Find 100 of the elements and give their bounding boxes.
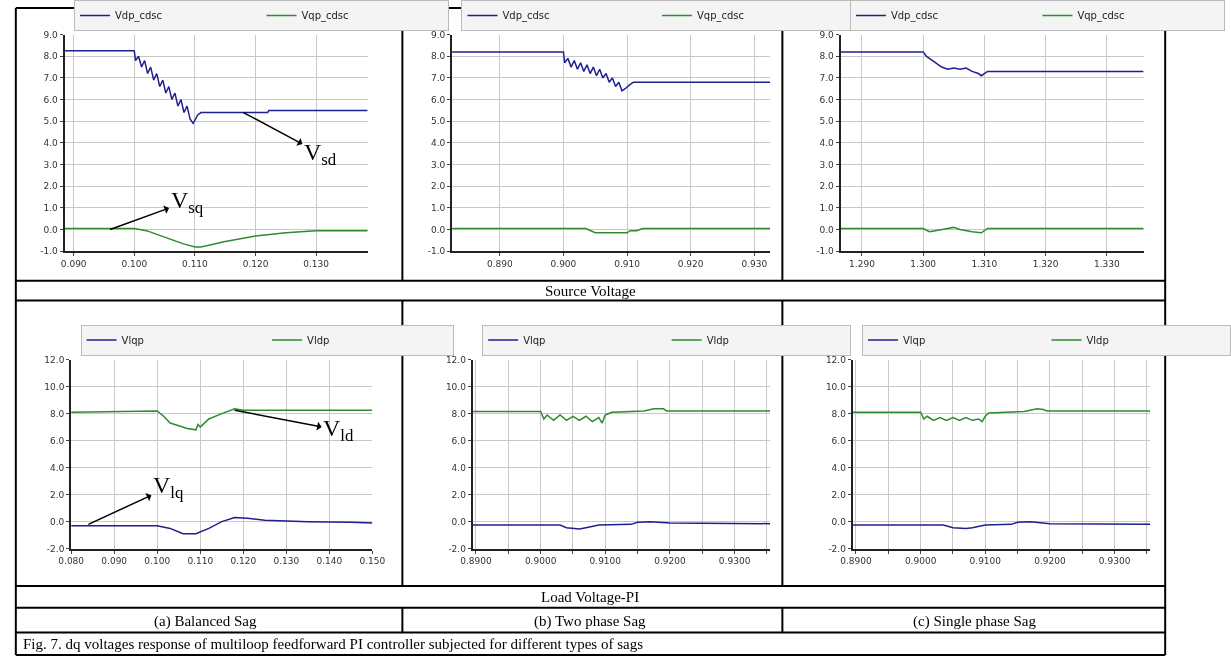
y-tick-label: 12.0 bbox=[44, 354, 65, 365]
y-tick-label: 8.0 bbox=[831, 408, 847, 419]
y-tick-label: 1.0 bbox=[43, 203, 59, 214]
y-tick-label: 5.0 bbox=[430, 116, 446, 127]
x-tick-label: 0.080 bbox=[58, 556, 85, 567]
y-tick-label: 1.0 bbox=[819, 203, 835, 214]
y-tick-label: 6.0 bbox=[43, 94, 59, 105]
x-axis-title: (a) Balanced Sag bbox=[154, 613, 257, 630]
line-series bbox=[452, 51, 771, 92]
y-tick-label: 3.0 bbox=[430, 159, 446, 170]
x-axis-title: (c) Single phase Sag bbox=[913, 613, 1037, 630]
x-tick-label: 0.8900 bbox=[840, 556, 872, 567]
legend-label: Vldp bbox=[706, 335, 729, 347]
y-tick-label: -2.0 bbox=[448, 543, 467, 554]
x-tick-label: 0.100 bbox=[121, 259, 148, 270]
x-tick-label: 0.9200 bbox=[1034, 556, 1066, 567]
x-tick-label: 1.330 bbox=[1093, 259, 1121, 270]
legend-label: Vdp_cdsc bbox=[114, 10, 163, 23]
x-axis-title: (b) Two phase Sag bbox=[534, 613, 647, 630]
x-tick-label: 1.320 bbox=[1032, 259, 1059, 270]
x-tick-label: 1.300 bbox=[910, 259, 937, 270]
line-series bbox=[852, 408, 1151, 423]
legend-label: Vlqp bbox=[903, 335, 926, 347]
y-tick-label: 4.0 bbox=[831, 462, 847, 473]
y-tick-label: 6.0 bbox=[831, 435, 847, 446]
x-tick-label: 0.120 bbox=[230, 556, 257, 567]
x-tick-label: 0.900 bbox=[550, 259, 577, 270]
y-tick-label: 7.0 bbox=[819, 73, 835, 84]
x-tick-label: 0.890 bbox=[486, 259, 513, 270]
y-tick-label: 3.0 bbox=[819, 159, 835, 170]
x-tick-label: 0.130 bbox=[273, 556, 300, 567]
y-tick-label: 0.0 bbox=[451, 516, 467, 527]
annotation: V$_{lq}$ bbox=[153, 472, 185, 503]
y-tick-label: 8.0 bbox=[50, 408, 65, 419]
y-tick-label: 7.0 bbox=[430, 73, 446, 84]
y-tick-label: -1.0 bbox=[40, 246, 59, 257]
y-tick-label: 5.0 bbox=[819, 116, 835, 127]
y-tick-label: -2.0 bbox=[828, 543, 847, 554]
x-tick-label: 0.910 bbox=[614, 259, 641, 270]
source-note: Source Voltage bbox=[545, 283, 637, 299]
annotation: V$_{sd}$ bbox=[304, 139, 337, 170]
y-tick-label: 12.0 bbox=[445, 354, 467, 365]
x-tick-label: 0.100 bbox=[144, 556, 171, 567]
x-tick-label: 0.110 bbox=[182, 259, 209, 270]
y-tick-label: 6.0 bbox=[430, 94, 446, 105]
y-tick-label: 8.0 bbox=[430, 51, 446, 62]
legend-label: Vlqp bbox=[121, 335, 144, 347]
x-tick-label: 0.9100 bbox=[969, 556, 1002, 567]
y-tick-label: 10.0 bbox=[825, 381, 847, 392]
x-tick-label: 0.930 bbox=[741, 259, 768, 270]
y-tick-label: 8.0 bbox=[43, 51, 59, 62]
y-tick-label: 2.0 bbox=[43, 181, 59, 192]
y-tick-label: -1.0 bbox=[427, 246, 446, 257]
y-tick-label: -1.0 bbox=[816, 246, 835, 257]
x-tick-label: 0.920 bbox=[677, 259, 704, 270]
y-tick-label: 6.0 bbox=[50, 435, 65, 446]
x-tick-label: 1.290 bbox=[849, 259, 876, 270]
x-tick-label: 0.130 bbox=[303, 259, 330, 270]
y-tick-label: 8.0 bbox=[819, 51, 835, 62]
line-series bbox=[64, 227, 368, 248]
y-tick-label: 1.0 bbox=[430, 203, 446, 214]
annotation: V$_{sq}$ bbox=[171, 187, 204, 218]
y-tick-label: 0.0 bbox=[430, 224, 446, 235]
text: Load Voltage-PI bbox=[541, 589, 640, 605]
y-tick-label: 2.0 bbox=[831, 489, 847, 500]
y-tick-label: 9.0 bbox=[819, 29, 835, 40]
y-tick-label: 10.0 bbox=[44, 381, 65, 392]
y-tick-label: 2.0 bbox=[819, 181, 835, 192]
y-tick-label: 6.0 bbox=[451, 435, 467, 446]
x-tick-label: 0.9000 bbox=[904, 556, 937, 567]
y-tick-label: -2.0 bbox=[46, 543, 65, 554]
x-tick-label: 0.9300 bbox=[718, 556, 751, 567]
y-tick-label: 0.0 bbox=[831, 516, 847, 527]
y-tick-label: 3.0 bbox=[43, 159, 59, 170]
line-series bbox=[472, 408, 771, 424]
y-tick-label: 9.0 bbox=[430, 29, 446, 40]
line-series bbox=[71, 516, 373, 535]
x-tick-label: 0.090 bbox=[60, 259, 87, 270]
x-tick-label: 0.090 bbox=[101, 556, 128, 567]
legend-label: Vqp_cdsc bbox=[1077, 10, 1125, 23]
y-tick-label: 2.0 bbox=[430, 181, 446, 192]
annotation: V$_{ld}$ bbox=[323, 415, 355, 446]
y-tick-label: 4.0 bbox=[43, 138, 59, 149]
y-tick-label: 0.0 bbox=[43, 224, 59, 235]
legend-label: Vqp_cdsc bbox=[696, 10, 745, 23]
y-tick-label: 4.0 bbox=[451, 462, 467, 473]
x-tick-label: 0.8900 bbox=[460, 556, 492, 567]
legend-label: Vldp bbox=[1086, 335, 1109, 347]
y-tick-label: 6.0 bbox=[819, 94, 835, 105]
x-tick-label: 0.9000 bbox=[524, 556, 557, 567]
y-tick-label: 0.0 bbox=[819, 224, 835, 235]
caption: Fig. 7. dq voltages response of multiloop feedforward PI controller subjected for different types of sags bbox=[23, 636, 644, 652]
x-tick-label: 0.120 bbox=[242, 259, 269, 270]
y-tick-label: 0.0 bbox=[50, 516, 65, 527]
y-tick-label: 12.0 bbox=[825, 354, 847, 365]
x-tick-label: 0.9100 bbox=[589, 556, 622, 567]
y-tick-label: 10.0 bbox=[445, 381, 467, 392]
line-series bbox=[840, 51, 1144, 77]
y-tick-label: 7.0 bbox=[43, 73, 59, 84]
line-series bbox=[852, 520, 1151, 530]
